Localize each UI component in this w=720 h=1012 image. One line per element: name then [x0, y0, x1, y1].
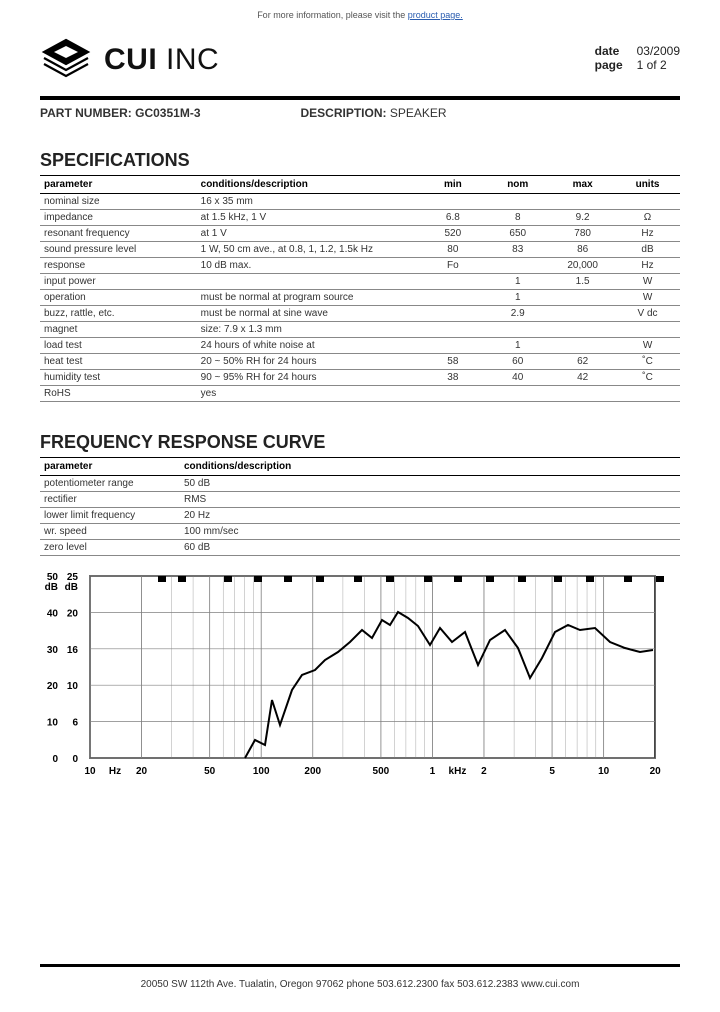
table-row: response10 dB max.Fo20,000Hz	[40, 258, 680, 274]
svg-text:50: 50	[204, 766, 216, 777]
svg-text:5: 5	[549, 766, 555, 777]
svg-text:10: 10	[598, 766, 610, 777]
svg-text:10: 10	[84, 766, 96, 777]
frequency-response-title: FREQUENCY RESPONSE CURVE	[40, 432, 680, 453]
table-row: load test24 hours of white noise at1W	[40, 338, 680, 354]
table-row: nominal size16 x 35 mm	[40, 194, 680, 210]
svg-text:16: 16	[67, 645, 79, 656]
svg-text:2: 2	[481, 766, 487, 777]
table-row: wr. speed100 mm/sec	[40, 524, 680, 540]
table-row: RoHSyes	[40, 386, 680, 402]
cui-logo-icon	[40, 38, 92, 82]
table-row: resonant frequencyat 1 V520650780Hz	[40, 226, 680, 242]
table-row: potentiometer range50 dB	[40, 476, 680, 492]
svg-text:20: 20	[136, 766, 148, 777]
svg-text:0: 0	[52, 754, 58, 765]
svg-text:Hz: Hz	[109, 766, 121, 777]
svg-text:200: 200	[304, 766, 321, 777]
table-header: conditions/description	[197, 176, 421, 194]
table-row: sound pressure level1 W, 50 cm ave., at …	[40, 242, 680, 258]
top-info-text: For more information, please visit the	[257, 10, 408, 20]
header: CUI INC date 03/2009 page 1 of 2	[40, 38, 680, 82]
table-header: units	[615, 176, 680, 194]
logo-area: CUI INC	[40, 38, 219, 82]
svg-text:kHz: kHz	[449, 766, 467, 777]
table-header: min	[420, 176, 485, 194]
table-header: max	[550, 176, 615, 194]
table-row: zero level60 dB	[40, 540, 680, 556]
table-row: input power11.5W	[40, 274, 680, 290]
description-value: SPEAKER	[390, 106, 447, 120]
date-label: date	[595, 44, 637, 58]
svg-text:20: 20	[650, 766, 662, 777]
svg-text:10: 10	[47, 718, 59, 729]
table-row: lower limit frequency20 Hz	[40, 508, 680, 524]
svg-text:dB: dB	[65, 582, 78, 593]
specifications-title: SPECIFICATIONS	[40, 150, 680, 171]
table-header: parameter	[40, 176, 197, 194]
table-row: rectifierRMS	[40, 492, 680, 508]
page-label: page	[595, 58, 637, 72]
table-row: buzz, rattle, etc.must be normal at sine…	[40, 306, 680, 322]
svg-text:1: 1	[430, 766, 436, 777]
svg-text:100: 100	[253, 766, 270, 777]
footer: 20050 SW 112th Ave. Tualatin, Oregon 970…	[40, 964, 680, 990]
doc-meta: date 03/2009 page 1 of 2	[595, 44, 680, 72]
company-name: CUI INC	[104, 43, 219, 77]
svg-text:6: 6	[72, 718, 78, 729]
table-row: operationmust be normal at program sourc…	[40, 290, 680, 306]
svg-text:20: 20	[47, 681, 59, 692]
svg-text:0: 0	[72, 754, 78, 765]
specifications-table: parameterconditions/descriptionminnommax…	[40, 175, 680, 402]
description-label: DESCRIPTION:	[301, 106, 387, 120]
table-row: impedanceat 1.5 kHz, 1 V6.889.2Ω	[40, 210, 680, 226]
date-value: 03/2009	[637, 44, 680, 58]
table-row: heat test20 ~ 50% RH for 24 hours586062˚…	[40, 354, 680, 370]
part-number-label: PART NUMBER:	[40, 106, 132, 120]
frequency-response-chart: 001062010301640205025dBdB10Hz20501002005…	[40, 570, 665, 782]
svg-text:dB: dB	[45, 582, 58, 593]
table-row: humidity test90 ~ 95% RH for 24 hours384…	[40, 370, 680, 386]
svg-text:30: 30	[47, 645, 59, 656]
part-row: PART NUMBER: GC0351M-3 DESCRIPTION: SPEA…	[40, 96, 680, 120]
table-row: magnetsize: 7.9 x 1.3 mm	[40, 322, 680, 338]
page-value: 1 of 2	[637, 58, 667, 72]
svg-text:10: 10	[67, 681, 79, 692]
svg-text:500: 500	[373, 766, 390, 777]
table-header: conditions/description	[180, 458, 680, 476]
product-page-link[interactable]: product page.	[408, 10, 463, 20]
svg-text:40: 40	[47, 608, 59, 619]
top-info-bar: For more information, please visit the p…	[0, 0, 720, 20]
table-header: parameter	[40, 458, 180, 476]
svg-text:20: 20	[67, 608, 79, 619]
part-number-value: GC0351M-3	[135, 106, 200, 120]
table-header: nom	[485, 176, 550, 194]
frequency-params-table: parameterconditions/description potentio…	[40, 457, 680, 556]
